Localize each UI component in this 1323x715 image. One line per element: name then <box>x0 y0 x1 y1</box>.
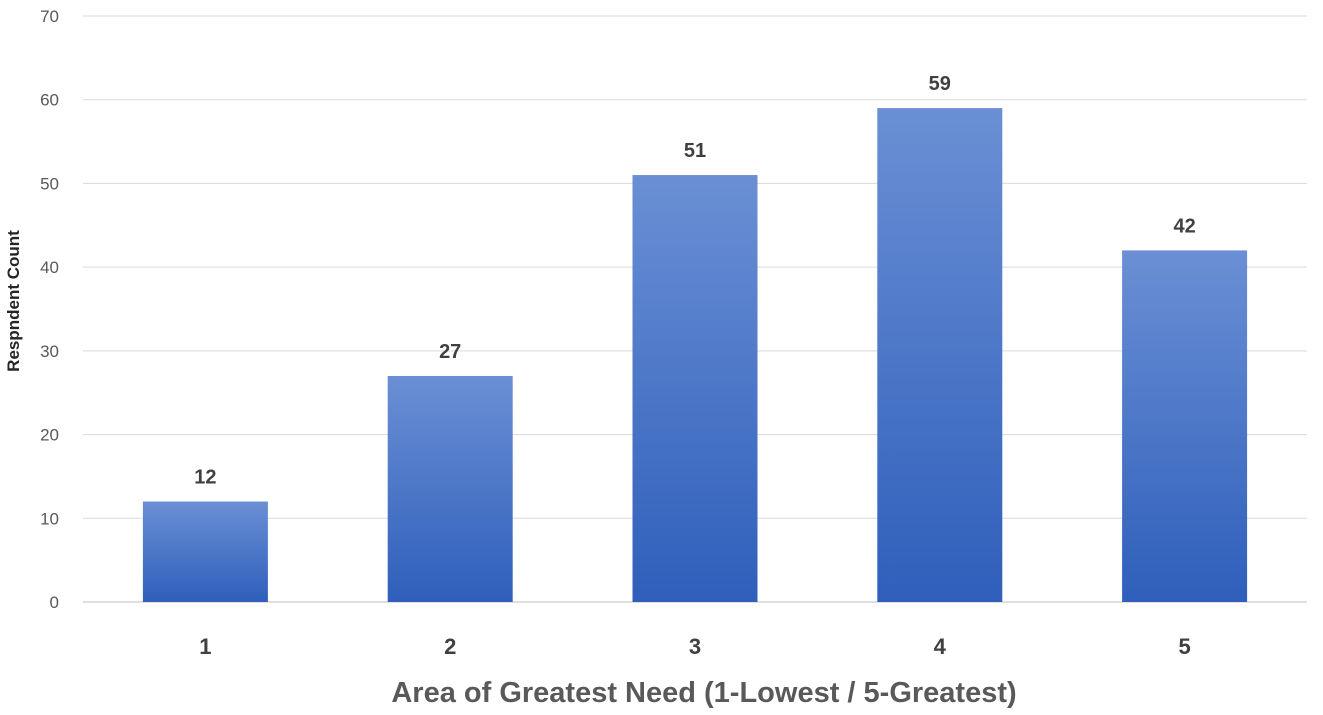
data-label: 12 <box>194 467 216 489</box>
y-tick-label: 0 <box>50 593 59 612</box>
y-tick-label: 50 <box>40 174 59 193</box>
x-category-label: 1 <box>199 634 211 659</box>
x-category-label: 2 <box>444 634 456 659</box>
y-tick-label: 60 <box>40 91 59 110</box>
bars <box>142 108 1248 603</box>
y-axis-title: Respndent Count <box>4 230 23 372</box>
y-tick-label: 40 <box>40 258 59 277</box>
x-category-labels: 1 2 3 4 5 <box>199 634 1190 659</box>
x-category-label: 4 <box>934 634 947 659</box>
y-tick-label: 10 <box>40 509 59 528</box>
y-tick-label: 70 <box>40 7 59 26</box>
y-tick-labels: 0 10 20 30 40 50 60 70 <box>40 7 59 612</box>
x-category-label: 5 <box>1178 634 1190 659</box>
y-tick-label: 30 <box>40 342 59 361</box>
x-axis-title: Area of Greatest Need (1-Lowest / 5-Grea… <box>391 677 1016 709</box>
data-label: 27 <box>439 341 461 363</box>
bar <box>142 501 268 602</box>
data-label: 51 <box>684 140 706 162</box>
data-label: 42 <box>1173 215 1195 237</box>
x-category-label: 3 <box>689 634 701 659</box>
bar <box>1122 250 1248 602</box>
y-tick-label: 20 <box>40 426 59 445</box>
data-labels: 12 27 51 59 42 <box>194 73 1195 488</box>
data-label: 59 <box>929 73 951 95</box>
bar <box>877 108 1003 602</box>
bar <box>632 175 758 603</box>
bar <box>387 375 513 602</box>
